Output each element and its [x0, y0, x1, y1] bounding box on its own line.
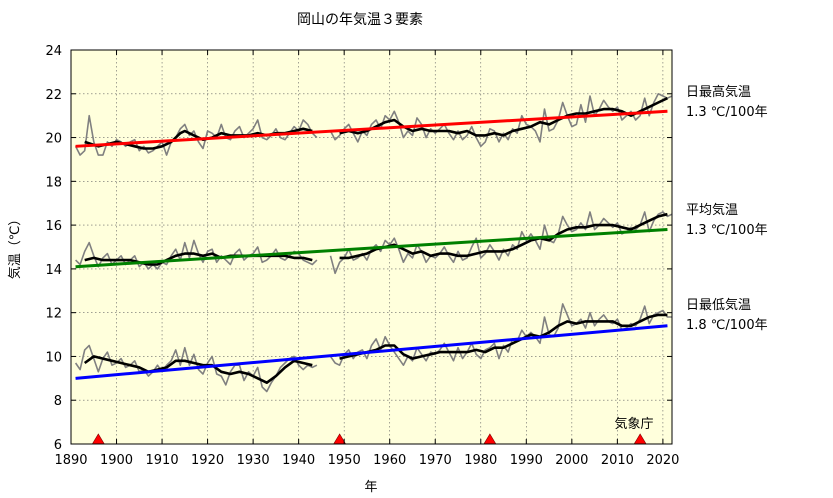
- tmin-label: 日最低気温: [686, 297, 751, 313]
- y-tick-label: 14: [45, 263, 62, 278]
- y-axis-label: 気温（℃）: [7, 213, 23, 280]
- grid: [71, 50, 672, 444]
- y-tick-label: 8: [54, 394, 62, 409]
- x-axis-label: 年: [364, 480, 377, 495]
- ticks: 1890 1900 1910 1920 1930 1940 1950 1960 1970 1980…: [45, 44, 679, 468]
- x-tick-label: 1910: [146, 453, 179, 468]
- credit-label: 気象庁: [614, 416, 653, 432]
- y-tick-label: 18: [45, 175, 62, 190]
- x-tick-label: 1980: [464, 453, 497, 468]
- tavg-moving-average-line: [339, 212, 668, 260]
- series-layer: [74, 93, 673, 393]
- y-tick-label: 20: [45, 132, 62, 147]
- y-tick-label: 10: [45, 350, 62, 365]
- x-tick-label: 2010: [601, 453, 634, 468]
- tavg-moving-average-line: [84, 252, 313, 266]
- x-tick-label: 2020: [646, 453, 679, 468]
- y-tick-label: 16: [45, 219, 62, 234]
- x-tick-label: 1960: [373, 453, 406, 468]
- tmin-trend-line: [75, 324, 668, 380]
- x-tick-label: 1930: [237, 453, 270, 468]
- y-tick-label: 22: [45, 88, 62, 103]
- y-tick-label: 6: [54, 438, 62, 453]
- tmin-trend-text: 1.8 ℃/100年: [686, 318, 768, 333]
- tmax-label: 日最高気温: [686, 84, 751, 100]
- y-tick-label: 12: [45, 307, 62, 322]
- plot-frame: [70, 49, 673, 445]
- x-tick-label: 2000: [555, 453, 588, 468]
- x-tick-label: 1990: [510, 453, 543, 468]
- x-tick-label: 1900: [100, 453, 133, 468]
- chart-title: 岡山の年気温３要素: [297, 12, 423, 28]
- tmin-moving-average-line: [83, 355, 313, 385]
- x-tick-label: 1920: [191, 453, 224, 468]
- tavg-label: 平均気温: [686, 202, 738, 218]
- x-tick-label: 1940: [282, 453, 315, 468]
- tmax-trend-line: [75, 109, 668, 148]
- y-tick-label: 24: [45, 44, 62, 59]
- x-tick-label: 1950: [328, 453, 361, 468]
- tmin-moving-average-line: [339, 313, 668, 360]
- tmax-moving-average-line: [339, 97, 668, 137]
- tavg-trend-line: [75, 227, 668, 269]
- tavg-trend-text: 1.3 ℃/100年: [686, 223, 768, 238]
- x-tick-label: 1970: [419, 453, 452, 468]
- x-tick-label: 1890: [54, 453, 87, 468]
- tmax-trend-text: 1.3 ℃/100年: [686, 105, 768, 120]
